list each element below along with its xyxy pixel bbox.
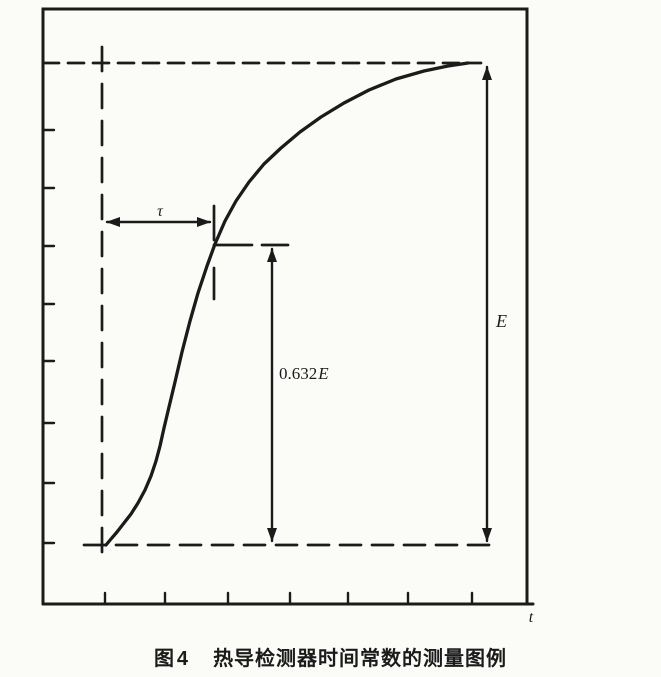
figure-number: 图4	[153, 648, 192, 670]
tau-label: τ	[157, 203, 164, 220]
figure-caption: 图4 热导检测器时间常数的测量图例	[0, 642, 661, 671]
plot-layer	[41, 7, 535, 606]
fraction-label: 0.632E	[279, 364, 329, 383]
plot-frame	[41, 7, 529, 606]
response-curve	[104, 61, 470, 547]
t-axis-label: t	[529, 609, 534, 626]
fraction-e-text: E	[317, 364, 329, 383]
figure-title: 热导检测器时间常数的测量图例	[213, 648, 508, 670]
e-label: E	[495, 311, 507, 331]
fraction-value-text: 0.632	[279, 364, 317, 383]
